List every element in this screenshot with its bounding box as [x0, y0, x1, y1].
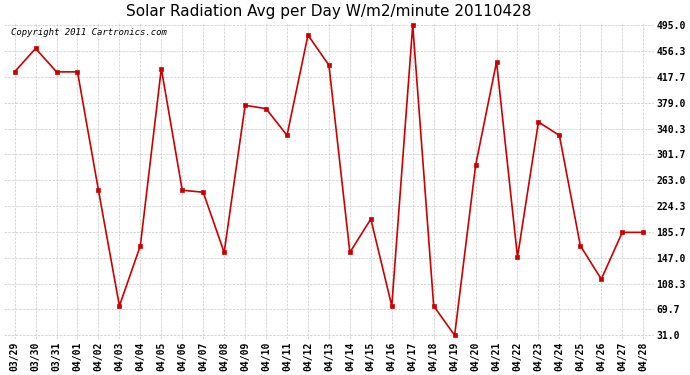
Text: Copyright 2011 Cartronics.com: Copyright 2011 Cartronics.com [10, 28, 166, 37]
Title: Solar Radiation Avg per Day W/m2/minute 20110428: Solar Radiation Avg per Day W/m2/minute … [126, 4, 531, 19]
